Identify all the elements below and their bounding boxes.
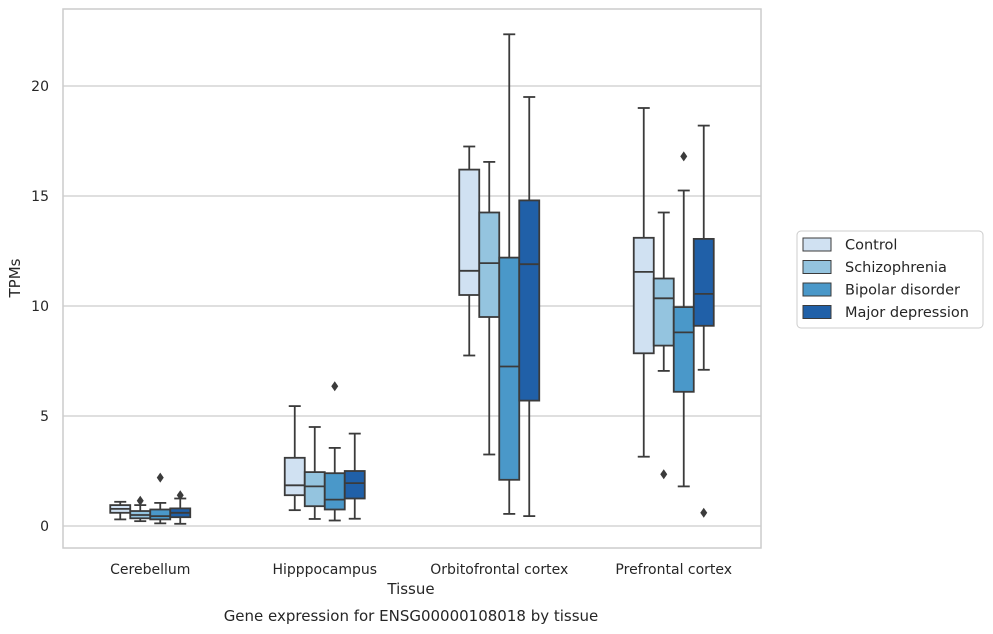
outlier-point bbox=[680, 151, 688, 162]
box-body bbox=[149, 508, 172, 521]
outlier-point bbox=[700, 507, 708, 518]
y-tick-label: 20 bbox=[31, 79, 49, 95]
x-tick-label: Hipppocampus bbox=[272, 562, 377, 578]
box-0-3 bbox=[632, 107, 655, 458]
grid-lines bbox=[63, 85, 761, 527]
y-axis-label: TPMs bbox=[6, 258, 24, 298]
box-2-0 bbox=[149, 472, 172, 525]
chart-caption: Gene expression for ENSG00000108018 by t… bbox=[224, 607, 599, 625]
box-1-0 bbox=[129, 495, 152, 523]
box-2-1 bbox=[323, 381, 346, 522]
box-2-3 bbox=[672, 151, 695, 488]
box-0-2 bbox=[458, 145, 481, 357]
legend-swatch bbox=[802, 282, 832, 297]
legend-swatch bbox=[802, 305, 832, 319]
box-3-2 bbox=[518, 96, 541, 517]
legend-label: Bipolar disorder bbox=[845, 283, 960, 299]
box-body bbox=[478, 211, 501, 318]
x-tick-label: Cerebellum bbox=[110, 562, 190, 578]
x-tick-label: Orbitofrontal cortex bbox=[430, 562, 568, 578]
box-body bbox=[323, 472, 346, 511]
box-body bbox=[692, 237, 715, 327]
box-0-0 bbox=[109, 500, 132, 521]
y-tick-label: 15 bbox=[31, 189, 49, 205]
box-body bbox=[498, 256, 521, 481]
legend-label: Schizophrenia bbox=[845, 260, 947, 276]
y-tick-label: 5 bbox=[40, 409, 49, 425]
y-axis-ticks: 0 5 10 15 20 bbox=[31, 79, 49, 535]
box-1-3 bbox=[652, 211, 675, 480]
legend-label: Control bbox=[845, 238, 897, 254]
y-tick-label: 0 bbox=[40, 519, 49, 535]
outlier-point bbox=[136, 495, 144, 506]
x-axis-label: Tissue bbox=[386, 580, 434, 598]
legend: Control Schizophrenia Bipolar disorder Majo… bbox=[796, 230, 984, 329]
outlier-point bbox=[660, 469, 668, 480]
box-body bbox=[672, 306, 695, 393]
box-1-2 bbox=[478, 160, 501, 456]
box-body bbox=[632, 236, 655, 355]
x-axis-ticks: Cerebellum Hipppocampus Orbitofrontal cort… bbox=[110, 562, 732, 578]
box-0-1 bbox=[283, 405, 306, 512]
box-body bbox=[458, 168, 481, 296]
box-1-1 bbox=[303, 426, 326, 520]
box-body bbox=[652, 277, 675, 347]
box-2-2 bbox=[498, 33, 521, 515]
x-tick-label: Prefrontal cortex bbox=[615, 562, 732, 578]
plot-frame bbox=[62, 8, 762, 549]
box-plot-area bbox=[109, 33, 715, 525]
box-3-1 bbox=[343, 432, 366, 520]
box-3-3 bbox=[692, 124, 715, 518]
box-3-0 bbox=[169, 490, 192, 525]
legend-label: Major depression bbox=[845, 305, 969, 321]
outlier-point bbox=[176, 490, 184, 501]
box-body bbox=[283, 456, 306, 497]
y-tick-label: 10 bbox=[31, 299, 49, 315]
outlier-point bbox=[331, 381, 339, 392]
outlier-point bbox=[156, 472, 164, 483]
box-body bbox=[303, 471, 326, 508]
box-body bbox=[518, 199, 541, 402]
legend-swatch bbox=[802, 237, 832, 252]
box-body bbox=[343, 470, 366, 500]
legend-swatch bbox=[802, 260, 832, 274]
legend-frame bbox=[796, 230, 984, 329]
